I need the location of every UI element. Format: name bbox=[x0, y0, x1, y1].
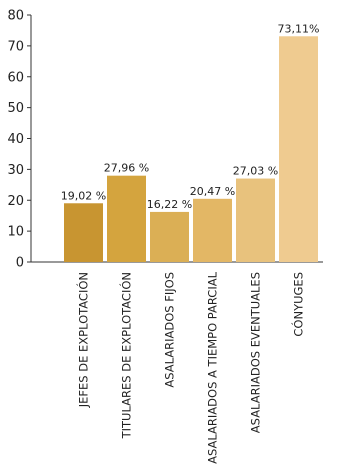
bar bbox=[150, 211, 189, 262]
y-tick-label: 20 bbox=[7, 194, 24, 209]
y-tick-label: 40 bbox=[7, 132, 24, 147]
x-axis-labels: JEFES DE EXPLOTACIÓN TITULARES DE EXPLOTA… bbox=[76, 271, 306, 463]
bar bbox=[236, 178, 275, 262]
y-tick-label: 80 bbox=[7, 9, 24, 24]
bars bbox=[64, 36, 318, 263]
bar bbox=[193, 198, 232, 262]
x-category-label: CÓNYUGES bbox=[291, 272, 306, 337]
data-label: 73,11% bbox=[278, 22, 320, 35]
data-labels: 19,02 % 27,96 % 16,22 %20,47 % 27,03 % 73,11… bbox=[61, 22, 320, 211]
bar bbox=[107, 175, 146, 262]
x-category-label: JEFES DE EXPLOTACIÓN bbox=[76, 272, 91, 408]
y-tick-label: 60 bbox=[7, 70, 24, 85]
data-label: 20,47 % bbox=[190, 185, 235, 198]
y-tick-label: 50 bbox=[7, 101, 24, 116]
y-tick-label: 70 bbox=[7, 39, 24, 54]
bar bbox=[64, 203, 103, 262]
data-label: 16,22 % bbox=[147, 198, 192, 211]
y-axis: 0 10 20 30 40 50 60 70 80 bbox=[7, 9, 323, 271]
x-category-label: TITULARES DE EXPLOTACIÓN bbox=[119, 272, 134, 439]
x-category-label: ASALARIADOS EVENTUALES bbox=[249, 272, 263, 433]
x-category-label: ASALARIADOS FIJOS bbox=[163, 272, 177, 388]
data-label: 27,03 % bbox=[233, 165, 278, 178]
data-label: 27,96 % bbox=[104, 162, 149, 175]
y-tick-label: 10 bbox=[7, 225, 24, 240]
data-label: 19,02 % bbox=[61, 189, 106, 202]
y-tick-label: 0 bbox=[16, 256, 24, 271]
bar bbox=[279, 36, 318, 263]
x-category-label: ASALARIADOS A TIEMPO PARCIAL bbox=[206, 271, 220, 463]
y-tick-label: 30 bbox=[7, 163, 24, 178]
